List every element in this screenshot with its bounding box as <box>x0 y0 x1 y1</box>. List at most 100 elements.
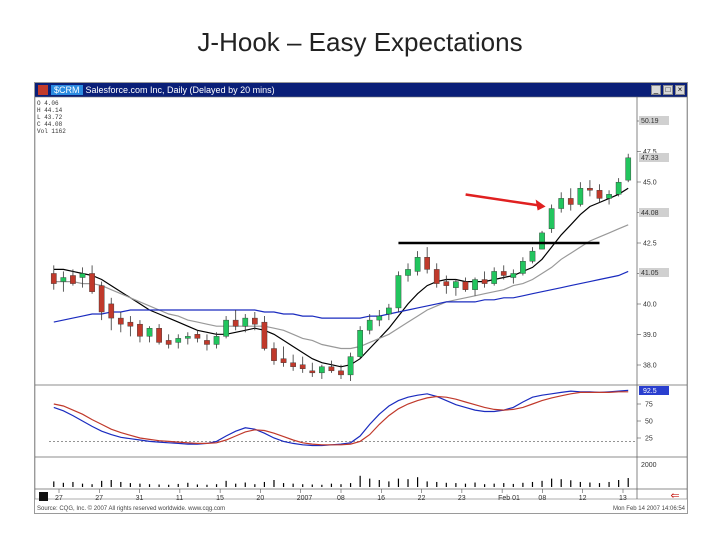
candle-up <box>146 328 153 337</box>
stoch-marker-box <box>639 386 669 395</box>
price-marker-box <box>639 153 669 162</box>
candle-up <box>510 273 517 278</box>
candle-down <box>433 269 440 284</box>
candle-up <box>366 319 373 331</box>
stoch-axis-tick-label: 50 <box>645 419 653 426</box>
price-marker-label: 41.05 <box>641 270 659 277</box>
corner-marker <box>39 492 48 501</box>
plot-border <box>35 96 687 500</box>
candle-up <box>395 275 402 309</box>
x-axis-tick-label: 20 <box>256 495 264 502</box>
candle-down <box>290 362 296 367</box>
x-axis-tick-label: 23 <box>458 495 466 502</box>
candle-down <box>108 303 115 319</box>
moving-average-slow <box>53 270 629 323</box>
price-marker-label: 44.08 <box>641 210 659 217</box>
price-axis-tick-label: 40.0 <box>643 302 657 309</box>
candle-down <box>596 190 603 199</box>
data-line: C 44.08 <box>37 121 63 128</box>
chart-window[interactable]: $CRM Salesforce.com Inc, Daily (Delayed b… <box>34 82 688 514</box>
price-marker-box <box>639 268 669 277</box>
x-axis-tick-label: 08 <box>538 495 546 502</box>
candle-down <box>500 271 507 276</box>
red-arrow-head <box>535 199 546 211</box>
candle-up <box>60 277 67 282</box>
x-axis-tick-label: 11 <box>176 495 183 502</box>
candle-down <box>194 334 201 339</box>
stoch-line <box>53 391 629 446</box>
stoch-axis-tick-label: 25 <box>645 436 653 443</box>
close-icon[interactable]: × <box>675 85 685 95</box>
moving-average-mid <box>53 224 629 350</box>
candle-up <box>615 181 622 195</box>
candle-up <box>548 208 555 230</box>
candle-up <box>184 336 191 339</box>
x-axis-tick-label: 27 <box>95 495 103 502</box>
red-arrow <box>465 193 540 207</box>
chart-window-icon[interactable] <box>38 85 48 95</box>
candle-up <box>319 366 325 374</box>
chart-canvas[interactable]: 50.047.545.044.042.541.040.039.038.050.1… <box>35 83 687 513</box>
candle-down <box>443 281 450 286</box>
candle-down <box>462 281 469 290</box>
symbol-label: $CRM <box>51 85 83 95</box>
candle-down <box>50 273 57 284</box>
window-title: Salesforce.com Inc, Daily (Delayed by 20… <box>85 85 275 95</box>
candle-down <box>232 319 239 327</box>
maximize-icon[interactable]: □ <box>663 85 673 95</box>
candle-up <box>577 188 584 205</box>
candle-down <box>261 321 268 349</box>
data-line: O 4.06 <box>37 100 59 107</box>
chart-window-titlebar[interactable]: $CRM Salesforce.com Inc, Daily (Delayed b… <box>35 83 687 97</box>
candle-up <box>347 356 354 376</box>
data-line: Vol 1162 <box>37 128 66 135</box>
price-marker-label: 50.19 <box>641 118 659 125</box>
data-line: H 44.14 <box>37 107 63 114</box>
candle-down <box>587 188 593 191</box>
candle-down <box>117 317 124 325</box>
candle-up <box>625 157 632 181</box>
stoch-marker-label: 92.5 <box>643 388 657 395</box>
candle-down <box>70 275 76 284</box>
candle-down <box>567 198 574 205</box>
price-marker-box <box>639 208 669 217</box>
candle-up <box>242 317 249 327</box>
candle-up <box>223 319 229 337</box>
candle-down <box>328 366 335 372</box>
candle-up <box>472 279 478 290</box>
x-axis-tick-label: 31 <box>136 495 144 502</box>
candle-up <box>405 269 411 276</box>
x-axis-tick-label: 15 <box>216 495 224 502</box>
candle-down <box>89 273 95 292</box>
candle-up <box>606 194 612 199</box>
slide-title: J-Hook – Easy Expectations <box>197 27 523 57</box>
x-axis-tick-label: 27 <box>55 495 63 502</box>
candle-down <box>165 340 172 345</box>
price-axis-tick-label: 47.5 <box>643 149 657 156</box>
price-marker-box <box>639 116 669 125</box>
x-axis-tick-label: 16 <box>377 495 385 502</box>
candle-up <box>491 271 498 284</box>
price-marker-label: 47.33 <box>641 155 659 162</box>
candle-up <box>213 336 220 345</box>
x-axis-tick-label: 2007 <box>297 495 313 502</box>
x-axis-tick-label: 08 <box>337 495 345 502</box>
candle-down <box>299 364 306 370</box>
candle-up <box>414 257 421 272</box>
candle-up <box>529 250 536 262</box>
candle-down <box>424 257 430 270</box>
price-axis-tick-label: 45.0 <box>643 180 657 187</box>
candle-up <box>453 281 459 288</box>
footer-source: Source: CQG, Inc. © 2007 All rights rese… <box>37 506 226 512</box>
stoch-axis-tick-label: 75 <box>645 402 653 409</box>
x-axis-tick-label: 22 <box>418 495 426 502</box>
x-axis-tick-label: Feb 01 <box>498 495 520 502</box>
price-axis-tick-label: 42.5 <box>643 241 657 248</box>
back-arrow-icon[interactable]: ⇐ <box>670 490 680 502</box>
data-line: L 43.72 <box>37 114 63 121</box>
price-axis-tick-label: 38.0 <box>643 363 657 370</box>
x-axis-tick-label: 12 <box>579 495 587 502</box>
candle-down <box>280 358 287 363</box>
minimize-icon[interactable]: _ <box>651 85 661 95</box>
candle-down <box>204 340 210 345</box>
